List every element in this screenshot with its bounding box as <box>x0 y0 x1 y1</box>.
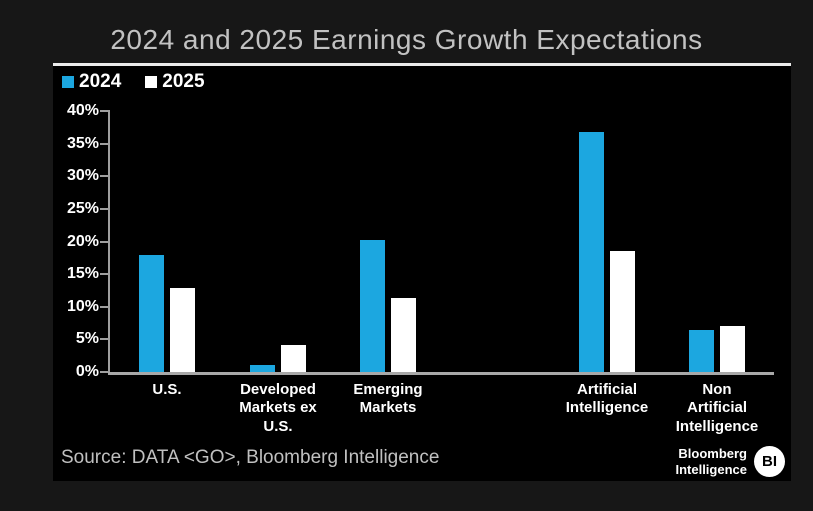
x-axis-category-label: Artificial Intelligence <box>565 381 649 417</box>
y-axis-tick-mark <box>100 338 108 341</box>
bar-2024-4 <box>689 329 714 372</box>
y-axis-tick-mark <box>100 142 108 145</box>
branding-line2: Intelligence <box>675 461 747 477</box>
bi-logo-icon: BI <box>754 446 785 477</box>
bar-2024-0 <box>139 254 164 372</box>
legend-label-2025: 2025 <box>162 71 205 92</box>
y-axis-tick-mark <box>100 305 108 308</box>
x-axis-category-label: Developed Markets ex U.S. <box>239 381 317 435</box>
y-axis-tick-label: 30% <box>66 167 99 185</box>
legend-item-2025: 2025 <box>145 71 205 93</box>
bar-2025-2 <box>391 297 416 372</box>
y-axis-tick-label: 10% <box>66 297 99 315</box>
y-axis-tick-mark <box>100 207 108 210</box>
plot-area: 0% 5% 10% 15% 20% 25% 30% 35% 40% U.S. Developed M… <box>53 66 791 481</box>
bar-2024-1 <box>250 365 275 372</box>
y-axis-tick-mark <box>100 175 108 178</box>
x-axis-category-label: U.S. <box>152 381 182 398</box>
y-axis-tick-mark <box>100 240 108 243</box>
y-axis-tick-label: 25% <box>66 199 99 217</box>
y-axis-tick-label: 35% <box>66 134 99 152</box>
y-axis-tick-label: 20% <box>66 232 99 250</box>
y-axis-tick-label: 40% <box>66 102 99 119</box>
legend-label-2024: 2024 <box>79 71 122 92</box>
y-axis-tick-label: 5% <box>75 330 99 348</box>
chart-legend: 2024 2025 <box>62 71 205 93</box>
bloomberg-intelligence-wordmark: Bloomberg Intelligence <box>675 446 747 478</box>
legend-swatch-2025-icon <box>145 76 158 88</box>
bar-2025-1 <box>281 344 306 372</box>
chart-panel: 2024 2025 0% 5% 10% 15% 20% 25% 30% 35% 40% U.S. D… <box>53 66 791 481</box>
chart-title: 2024 and 2025 Earnings Growth Expectatio… <box>110 24 703 55</box>
legend-swatch-2024-icon <box>62 76 74 88</box>
legend-item-2024: 2024 <box>62 71 121 93</box>
y-axis-line <box>108 110 110 374</box>
bar-2025-4 <box>720 325 745 372</box>
y-axis-tick-mark <box>100 273 108 276</box>
x-axis-category-label: Emerging Markets <box>353 381 423 417</box>
x-axis-category-label: Non Artificial Intelligence <box>675 381 759 435</box>
y-axis-tick-mark <box>100 110 108 112</box>
source-text: Source: DATA <GO>, Bloomberg Intelligenc… <box>61 447 440 468</box>
bar-2024-3 <box>579 131 604 372</box>
bar-2025-3 <box>610 251 635 372</box>
x-axis-line <box>108 372 774 375</box>
bar-2024-2 <box>360 239 385 372</box>
y-axis-tick-mark <box>100 371 108 373</box>
y-axis-tick-label: 0% <box>75 363 99 380</box>
branding-line1: Bloomberg <box>678 446 747 461</box>
title-divider <box>53 63 791 66</box>
bar-2025-0 <box>170 288 195 372</box>
y-axis-tick-label: 15% <box>66 265 99 283</box>
